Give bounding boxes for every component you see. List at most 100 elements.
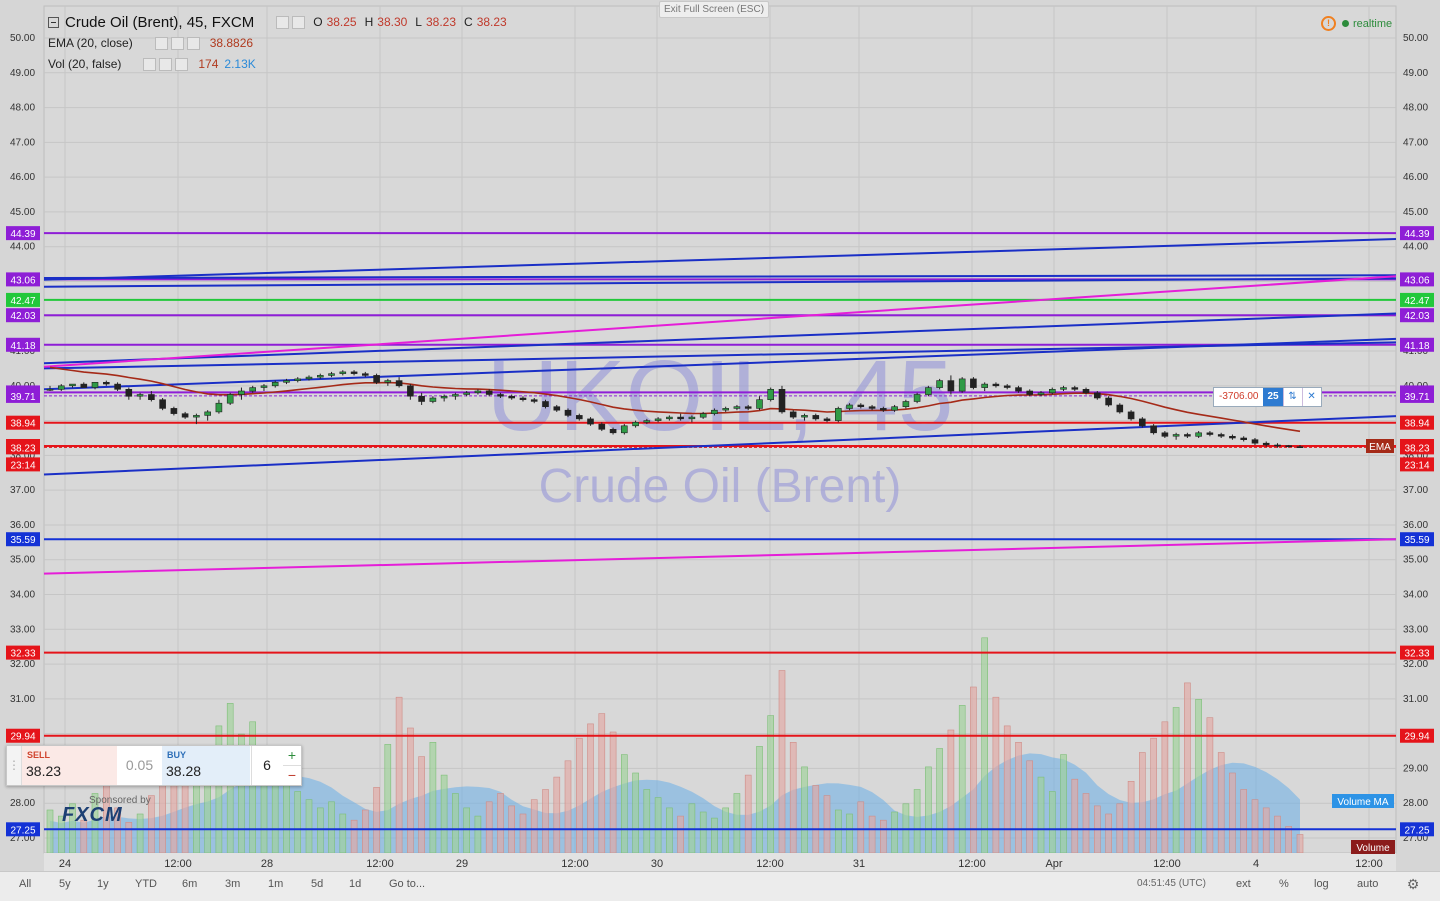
volume-bar xyxy=(1139,752,1146,854)
price-tag-left: 27.25 xyxy=(10,825,35,836)
range-5d-button[interactable]: 5d xyxy=(311,878,324,890)
order-qty[interactable]: 25 xyxy=(1263,388,1283,406)
candle-body xyxy=(587,418,594,425)
price-tag-right: 44.39 xyxy=(1404,229,1429,240)
trendline[interactable] xyxy=(43,238,1397,281)
y-tick-left: 46.00 xyxy=(10,172,35,183)
candle-body xyxy=(801,415,808,418)
trendlines[interactable] xyxy=(43,238,1397,575)
price-tag-left: 35.59 xyxy=(10,535,35,546)
sell-button[interactable]: SELL 38.23 xyxy=(22,746,117,785)
close-order-icon[interactable]: ✕ xyxy=(1301,388,1321,406)
vol-close-icon[interactable] xyxy=(175,58,189,71)
quantity-minus-button[interactable]: − xyxy=(287,767,297,783)
volume-bar xyxy=(294,791,302,854)
candle-body xyxy=(733,406,741,409)
buy-price: 38.28 xyxy=(166,763,202,779)
countdown-tag-right-bg xyxy=(1400,457,1434,472)
y-tick-left: 50.00 xyxy=(10,33,35,44)
trendline[interactable] xyxy=(43,538,1397,575)
goto-button[interactable]: Go to... xyxy=(389,878,426,890)
vol-eye-icon[interactable] xyxy=(143,58,157,71)
order-line-widget[interactable]: -3706.00 25 ⇅ ✕ xyxy=(1213,387,1322,407)
price-tag-left: 42.47 xyxy=(10,296,35,307)
log-toggle[interactable]: log xyxy=(1314,878,1329,890)
trendline[interactable] xyxy=(43,415,1397,476)
volume-bar xyxy=(981,637,989,854)
ema-close-icon[interactable] xyxy=(186,37,200,50)
trendline[interactable] xyxy=(43,274,1397,279)
range-5y-button[interactable]: 5y xyxy=(59,878,71,890)
range-3m-button[interactable]: 3m xyxy=(225,878,241,890)
volume-bar xyxy=(328,801,335,854)
candle-body xyxy=(294,378,302,381)
y-tick-left: 33.00 xyxy=(10,624,35,635)
trendline[interactable] xyxy=(43,312,1397,365)
settings-icon[interactable] xyxy=(292,16,306,29)
sponsor-badge[interactable]: Sponsored by FXCM xyxy=(62,795,151,827)
trendline[interactable] xyxy=(43,275,1397,368)
range-ytd-button[interactable]: YTD xyxy=(135,878,157,890)
volume-bar xyxy=(587,723,594,854)
candle-body xyxy=(992,383,1000,387)
range-6m-button[interactable]: 6m xyxy=(182,878,198,890)
warning-icon[interactable]: ! xyxy=(1321,16,1336,31)
candle-body xyxy=(181,413,189,418)
eye-icon[interactable] xyxy=(276,16,290,29)
ema-value: 38.8826 xyxy=(209,36,254,50)
volume-bar xyxy=(733,793,741,854)
ema-settings-icon[interactable] xyxy=(170,37,184,50)
volume-bar xyxy=(913,789,921,854)
x-tick: 29 xyxy=(456,858,468,870)
exit-fullscreen-button[interactable]: Exit Full Screen (ESC) xyxy=(659,1,770,18)
collapse-icon[interactable] xyxy=(48,17,59,28)
candle-body xyxy=(1296,446,1304,449)
ema-line xyxy=(49,366,1301,433)
ema-eye-icon[interactable] xyxy=(154,37,168,50)
volume-bar xyxy=(846,813,853,854)
plot-area[interactable] xyxy=(43,5,1397,854)
candle-body xyxy=(226,394,234,404)
bottom-toolbar: All 5y 1y YTD 6m 3m 1m 5d 1d Go to... 04… xyxy=(0,871,1440,901)
legend-main: Crude Oil (Brent), 45, FXCM O 38.25 H 38.3… xyxy=(48,12,507,33)
buy-button[interactable]: BUY 38.28 xyxy=(162,746,250,785)
legend-ema: EMA (20, close) 38.8826 xyxy=(48,33,507,54)
range-1m-button[interactable]: 1m xyxy=(268,878,284,890)
quantity-input[interactable]: 6 xyxy=(251,746,282,785)
candle-body xyxy=(970,378,977,388)
percent-toggle[interactable]: % xyxy=(1279,878,1289,890)
volume-bar xyxy=(159,778,166,854)
watermark: UKOIL, 45 Crude Oil (Brent) xyxy=(487,340,954,513)
ext-toggle[interactable]: ext xyxy=(1236,878,1251,890)
y-tick-left: 49.00 xyxy=(10,68,35,79)
volume-bar xyxy=(857,801,865,854)
y-tick-left: 37.00 xyxy=(10,485,35,496)
candle-body xyxy=(1240,437,1247,441)
candle-body xyxy=(711,409,718,415)
candle-body xyxy=(1015,387,1022,392)
candle-body xyxy=(564,409,572,416)
candle-body xyxy=(1049,388,1056,394)
price-tag-right-bg xyxy=(1400,292,1434,307)
price-tag-right-bg xyxy=(1400,388,1434,403)
volume-tag: Volume xyxy=(1356,843,1390,854)
range-1y-button[interactable]: 1y xyxy=(97,878,109,890)
candle-body xyxy=(925,387,932,395)
drag-handle-icon[interactable]: ⋮ xyxy=(7,746,22,785)
x-tick: 31 xyxy=(853,858,865,870)
price-tag-right-bg xyxy=(1400,337,1434,352)
trendline[interactable] xyxy=(43,337,1397,391)
quantity-plus-button[interactable]: + xyxy=(283,746,301,766)
vol-settings-icon[interactable] xyxy=(159,58,173,71)
price-tag-right: 27.25 xyxy=(1404,825,1429,836)
price-tag-right: 35.59 xyxy=(1404,535,1429,546)
reverse-icon[interactable]: ⇅ xyxy=(1282,388,1302,406)
candle-body xyxy=(148,394,155,400)
auto-toggle[interactable]: auto xyxy=(1357,878,1379,890)
trendline[interactable] xyxy=(43,277,1397,288)
range-all-button[interactable]: All xyxy=(19,878,32,890)
gear-icon[interactable]: ⚙ xyxy=(1406,876,1420,892)
range-1d-button[interactable]: 1d xyxy=(349,878,362,890)
